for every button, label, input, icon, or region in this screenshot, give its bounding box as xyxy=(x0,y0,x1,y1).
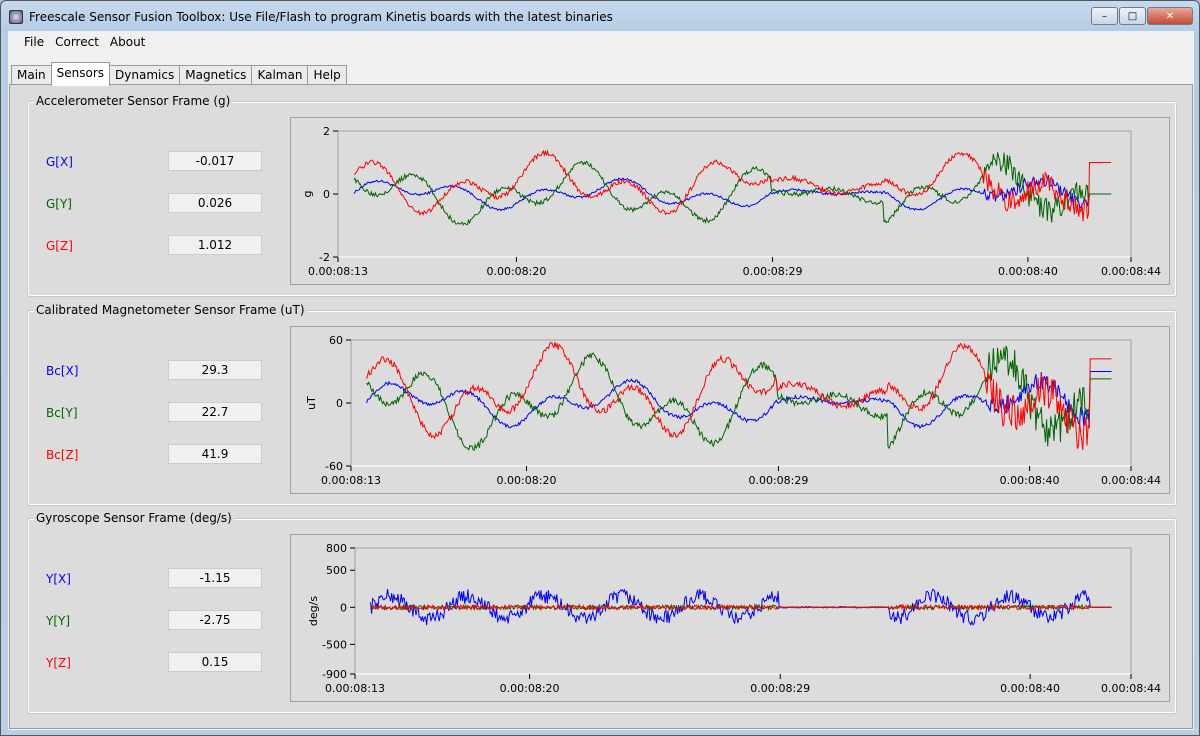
y-axis-label: g xyxy=(301,191,314,198)
tab-kalman[interactable]: Kalman xyxy=(251,65,309,86)
group-title: Calibrated Magnetometer Sensor Frame (uT… xyxy=(34,303,307,317)
minimize-button[interactable]: – xyxy=(1091,7,1118,25)
y-axis-label: deg/s xyxy=(307,596,320,626)
y-axis-label: uT xyxy=(305,396,318,410)
y-tick-label: -60 xyxy=(325,460,343,473)
group-title: Accelerometer Sensor Frame (g) xyxy=(34,94,233,108)
x-tick-label: 0.00:08:20 xyxy=(500,682,560,695)
series-z-line xyxy=(366,342,1112,451)
x-tick-label: 0.00:08:13 xyxy=(325,682,385,695)
menu-bar: File Correct About xyxy=(8,31,1194,53)
x-tick-label: 0.00:08:20 xyxy=(497,474,557,487)
y-tick-label: 0 xyxy=(340,601,347,614)
maximize-button[interactable]: □ xyxy=(1119,7,1146,25)
y-tick-label: -900 xyxy=(322,668,347,681)
x-tick-label: 0.00:08:44 xyxy=(1101,265,1161,278)
x-tick-label: 0.00:08:20 xyxy=(486,265,546,278)
series-x-line xyxy=(366,371,1112,430)
y-tick-label: 60 xyxy=(329,334,343,347)
x-label: G[X] xyxy=(46,155,73,169)
y-tick-label: 500 xyxy=(326,564,347,577)
tab-help[interactable]: Help xyxy=(307,65,347,86)
menu-file[interactable]: File xyxy=(24,35,45,49)
y-tick-label: -2 xyxy=(319,251,330,264)
x-tick-label: 0.00:08:13 xyxy=(321,474,381,487)
series-y-line xyxy=(353,152,1112,226)
series-z-line xyxy=(370,603,1112,612)
menu-about[interactable]: About xyxy=(109,35,146,49)
accelerometer-chart: 2 0 -2 0.00:08:13 0.00:08:20 0.00:08:29 … xyxy=(290,117,1170,285)
y-tick-label: 800 xyxy=(326,542,347,555)
plot-area xyxy=(354,547,1132,675)
z-label: Bc[Z] xyxy=(46,448,79,462)
tab-dynamics[interactable]: Dynamics xyxy=(109,65,181,86)
x-tick-label: 0.00:08:40 xyxy=(1000,474,1060,487)
x-label: Y[X] xyxy=(46,572,71,586)
magnetometer-group: Calibrated Magnetometer Sensor Frame (uT… xyxy=(27,303,1177,506)
z-value: 0.15 xyxy=(168,652,262,672)
app-icon xyxy=(9,10,23,24)
tab-main[interactable]: Main xyxy=(11,65,52,86)
x-tick-label: 0.00:08:29 xyxy=(748,474,808,487)
menu-correct[interactable]: Correct xyxy=(55,35,99,49)
title-bar: Freescale Sensor Fusion Toolbox: Use Fil… xyxy=(9,7,613,27)
accelerometer-group: Accelerometer Sensor Frame (g) G[X] -0.01… xyxy=(27,94,1177,297)
x-tick-label: 0.00:08:13 xyxy=(308,265,368,278)
y-tick-label: 0 xyxy=(336,397,343,410)
tab-sensors[interactable]: Sensors xyxy=(50,62,111,86)
y-label: G[Y] xyxy=(46,197,72,211)
x-tick-label: 0.00:08:44 xyxy=(1101,474,1161,487)
y-tick-label: -500 xyxy=(322,638,347,651)
x-tick-label: 0.00:08:40 xyxy=(998,265,1058,278)
x-tick-label: 0.00:08:29 xyxy=(750,682,810,695)
x-tick-label: 0.00:08:40 xyxy=(1000,682,1060,695)
magnetometer-chart: 60 0 -60 0.00:08:13 0.00:08:20 0.00:08:2… xyxy=(290,326,1170,494)
y-value: 22.7 xyxy=(168,402,262,422)
gyroscope-group: Gyroscope Sensor Frame (deg/s) Y[X] -1.15… xyxy=(27,511,1177,714)
x-tick-label: 0.00:08:44 xyxy=(1101,682,1161,695)
y-tick-label: 0 xyxy=(323,188,330,201)
tab-bar: Main Sensors Dynamics Magnetics Kalman Help xyxy=(11,62,347,86)
z-label: Y[Z] xyxy=(46,656,71,670)
y-value: 0.026 xyxy=(168,193,262,213)
x-value: -1.15 xyxy=(168,568,262,588)
y-label: Bc[Y] xyxy=(46,406,78,420)
group-title: Gyroscope Sensor Frame (deg/s) xyxy=(34,511,234,525)
x-label: Bc[X] xyxy=(46,364,79,378)
x-value: -0.017 xyxy=(168,151,262,171)
series-z-line xyxy=(353,149,1112,222)
series-x-line xyxy=(353,174,1112,212)
z-value: 41.9 xyxy=(168,444,262,464)
y-value: -2.75 xyxy=(168,610,262,630)
sensors-tab-panel: Accelerometer Sensor Frame (g) G[X] -0.01… xyxy=(9,84,1193,729)
close-button[interactable]: ✕ xyxy=(1147,7,1193,25)
gyroscope-chart: 800 500 0 -500 -900 0.00:08:13 0.00:08:2… xyxy=(290,534,1170,702)
y-label: Y[Y] xyxy=(46,614,71,628)
tab-magnetics[interactable]: Magnetics xyxy=(179,65,253,86)
y-tick-label: 2 xyxy=(323,125,330,138)
x-tick-label: 0.00:08:29 xyxy=(743,265,803,278)
x-value: 29.3 xyxy=(168,360,262,380)
z-label: G[Z] xyxy=(46,239,73,253)
window-title: Freescale Sensor Fusion Toolbox: Use Fil… xyxy=(29,10,613,24)
z-value: 1.012 xyxy=(168,235,262,255)
